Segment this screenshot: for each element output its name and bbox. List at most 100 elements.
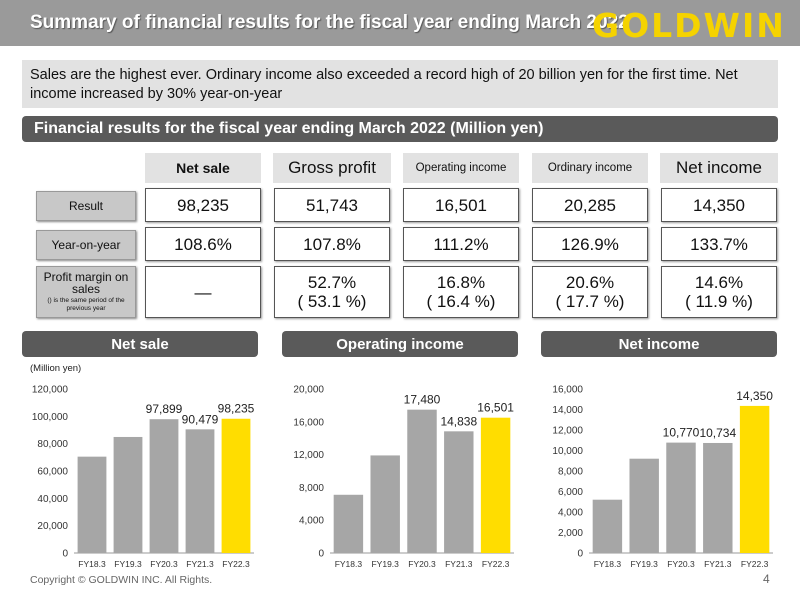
yoy-net-sale: 108.6% (145, 227, 261, 261)
y-tick-label: 8,000 (558, 467, 583, 478)
data-label: 90,479 (182, 412, 219, 426)
y-tick-label: 20,000 (37, 521, 68, 532)
yoy-operating-income: 111.2% (403, 227, 519, 261)
y-tick-label: 40,000 (37, 494, 68, 505)
x-tick-label: FY18.3 (335, 559, 363, 569)
col-header-gross-profit: Gross profit (273, 153, 391, 183)
value: 14.6% (694, 273, 744, 292)
bar-FY20.3 (666, 442, 696, 553)
y-tick-label: 60,000 (37, 467, 68, 478)
page-title: Summary of financial results for the fis… (30, 12, 629, 33)
net-income-chart: 0 2,000 4,000 6,000 8,000 10,000 12,000 14,000 1… (552, 385, 773, 570)
col-header-operating-income: Operating income (403, 153, 519, 183)
prev-value: ( 53.1 %) (297, 292, 367, 311)
x-tick-label: FY18.3 (78, 559, 106, 569)
y-tick-label: 4,000 (299, 516, 324, 527)
profit-margin-note: () is the same period of the previous ye… (47, 297, 125, 312)
value: 111.2% (433, 234, 489, 254)
prev-value: ( 16.4 %) (426, 292, 496, 311)
summary-text: Sales are the highest ever. Ordinary inc… (22, 60, 778, 108)
bar-FY22.3 (221, 418, 251, 553)
bar-FY20.3 (149, 419, 179, 553)
y-tick-label: 20,000 (293, 385, 324, 396)
y-tick-label: 12,000 (552, 426, 583, 437)
data-label: 17,480 (404, 393, 441, 407)
profit-margin-label: Profit margin on sales (43, 270, 129, 296)
x-tick-label: FY19.3 (371, 559, 399, 569)
bar-FY18.3 (333, 494, 364, 553)
value: 98,235 (177, 195, 229, 215)
yoy-net-income: 133.7% (661, 227, 777, 261)
header-bar: Summary of financial results for the fis… (0, 0, 800, 46)
y-tick-label: 14,000 (552, 405, 583, 416)
bar-FY21.3 (703, 442, 733, 553)
x-tick-label: FY22.3 (222, 559, 250, 569)
row-label-profit-margin: Profit margin on sales () is the same pe… (36, 266, 136, 318)
y-tick-label: 0 (62, 549, 68, 560)
result-gross-profit: 51,743 (274, 188, 390, 222)
result-operating-income: 16,501 (403, 188, 519, 222)
value: 107.8% (303, 234, 361, 254)
value: 133.7% (690, 234, 748, 254)
value: 51,743 (306, 195, 358, 215)
prev-value: ( 11.9 %) (685, 292, 753, 311)
y-tick-label: 8,000 (299, 483, 324, 494)
value: 108.6% (174, 234, 232, 254)
y-tick-label: 120,000 (32, 385, 69, 396)
copyright: Copyright © GOLDWIN INC. All Rights. (30, 574, 213, 586)
value: 14,350 (693, 195, 745, 215)
col-header-ordinary-income: Ordinary income (532, 153, 648, 183)
goldwin-logo: GOLDWIN (592, 6, 786, 45)
bar-FY22.3 (480, 417, 511, 553)
data-label: 10,734 (699, 426, 736, 440)
data-label: 14,838 (440, 414, 477, 428)
data-label: 14,350 (736, 389, 773, 403)
value: — (194, 282, 212, 302)
margin-operating-income: 16.8%( 16.4 %) (403, 266, 519, 318)
row-label-year-on-year: Year-on-year (36, 230, 136, 260)
bar-FY22.3 (739, 405, 770, 553)
chart-title-net-income: Net income (541, 331, 777, 357)
bar-FY18.3 (77, 456, 107, 553)
unit-label: (Million yen) (30, 363, 81, 374)
y-tick-label: 6,000 (558, 487, 583, 498)
result-ordinary-income: 20,285 (532, 188, 648, 222)
bar-FY20.3 (407, 409, 437, 553)
col-header-net-sale: Net sale (145, 153, 261, 183)
value: 20,285 (564, 195, 616, 215)
x-tick-label: FY19.3 (630, 559, 658, 569)
x-tick-label: FY21.3 (704, 559, 732, 569)
section-title: Financial results for the fiscal year en… (22, 116, 778, 142)
margin-gross-profit: 52.7%( 53.1 %) (274, 266, 390, 318)
margin-net-sale: — (145, 266, 261, 318)
y-tick-label: 12,000 (293, 450, 324, 461)
x-tick-label: FY21.3 (445, 559, 473, 569)
x-tick-label: FY19.3 (114, 559, 142, 569)
value: 16,501 (435, 195, 487, 215)
margin-net-income: 14.6%( 11.9 %) (661, 266, 777, 318)
prev-value: ( 17.7 %) (555, 292, 625, 311)
y-tick-label: 10,000 (552, 446, 583, 457)
x-tick-label: FY22.3 (482, 559, 510, 569)
value: 16.8% (436, 273, 486, 292)
row-label-result: Result (36, 191, 136, 221)
bar-FY21.3 (185, 429, 215, 553)
bar-FY21.3 (444, 431, 474, 553)
result-net-income: 14,350 (661, 188, 777, 222)
y-tick-label: 2,000 (558, 528, 583, 539)
y-tick-label: 16,000 (552, 385, 583, 396)
data-label: 16,501 (477, 401, 514, 415)
value: 126.9% (561, 234, 619, 254)
bar-FY19.3 (370, 455, 400, 553)
y-tick-label: 0 (318, 549, 324, 560)
y-tick-label: 100,000 (32, 412, 69, 423)
x-tick-label: FY21.3 (186, 559, 214, 569)
y-tick-label: 80,000 (37, 439, 68, 450)
value: 20.6% (565, 273, 615, 292)
y-tick-label: 4,000 (558, 508, 583, 519)
data-label: 98,235 (218, 402, 255, 416)
y-tick-label: 16,000 (293, 417, 324, 428)
net-sale-chart: (Million yen) 0 20,000 40,000 60,000 80,000 10… (30, 363, 255, 569)
result-net-sale: 98,235 (145, 188, 261, 222)
bar-FY18.3 (592, 499, 623, 553)
